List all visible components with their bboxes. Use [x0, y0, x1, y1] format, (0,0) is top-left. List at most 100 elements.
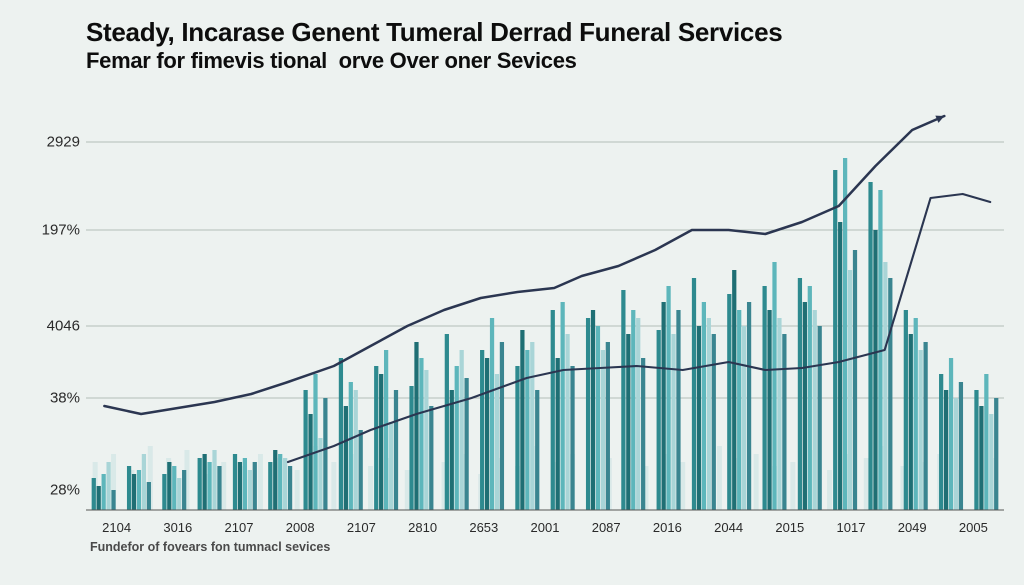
bar — [984, 374, 988, 510]
bar — [278, 454, 282, 510]
bar — [288, 466, 292, 510]
bar — [747, 302, 751, 510]
bar — [762, 286, 766, 510]
y-tick-label: 2929 — [20, 134, 80, 151]
bar — [318, 438, 322, 510]
bar — [737, 310, 741, 510]
bar — [676, 310, 680, 510]
bar — [556, 358, 560, 510]
bar — [177, 478, 181, 510]
x-tick-label: 1017 — [837, 520, 866, 535]
bar — [692, 278, 696, 510]
bar — [500, 342, 504, 510]
bar — [535, 390, 539, 510]
bar — [303, 390, 307, 510]
bar — [838, 222, 842, 510]
underlay-bar — [680, 462, 685, 510]
bar — [389, 422, 393, 510]
bar — [777, 318, 781, 510]
bar — [424, 370, 428, 510]
underlay-bar — [754, 454, 759, 510]
bar — [570, 366, 574, 510]
bar — [132, 474, 136, 510]
bar — [727, 294, 731, 510]
bar — [944, 390, 948, 510]
y-tick-label: 38% — [20, 390, 80, 407]
bar — [429, 406, 433, 510]
bar — [888, 278, 892, 510]
bar — [626, 334, 630, 510]
x-tick-label: 2087 — [592, 520, 621, 535]
underlay-bar — [717, 446, 722, 510]
bar — [480, 350, 484, 510]
bar — [767, 310, 771, 510]
bar — [495, 374, 499, 510]
bar — [127, 466, 131, 510]
bar — [283, 458, 287, 510]
underlay-bar — [790, 462, 795, 510]
x-tick-label: 2810 — [408, 520, 437, 535]
bar — [702, 302, 706, 510]
bar — [813, 310, 817, 510]
bar — [445, 334, 449, 510]
bar — [853, 250, 857, 510]
underlay-bar — [295, 470, 300, 510]
x-tick-label: 2104 — [102, 520, 131, 535]
bar — [354, 390, 358, 510]
bar — [394, 390, 398, 510]
chart-title: Steady, Incarase Genent Tumeral Derrad F… — [86, 18, 984, 73]
bar — [203, 454, 207, 510]
y-tick-label: 4046 — [20, 318, 80, 335]
bar — [253, 462, 257, 510]
x-tick-label: 2008 — [286, 520, 315, 535]
bar — [994, 398, 998, 510]
bar — [561, 302, 565, 510]
bar — [782, 334, 786, 510]
bar — [106, 462, 110, 510]
bar — [843, 158, 847, 510]
bar — [586, 318, 590, 510]
bar — [308, 414, 312, 510]
chart-canvas — [0, 0, 1024, 585]
bar — [904, 310, 908, 510]
bar — [384, 350, 388, 510]
bar — [883, 262, 887, 510]
bar — [671, 334, 675, 510]
bar — [868, 182, 872, 510]
bar — [198, 458, 202, 510]
bar — [742, 326, 746, 510]
bar — [349, 382, 353, 510]
bar — [374, 366, 378, 510]
bar — [551, 310, 555, 510]
x-tick-label: 3016 — [163, 520, 192, 535]
underlay-bar — [864, 458, 869, 510]
bar — [515, 366, 519, 510]
bar — [233, 454, 237, 510]
bar — [92, 478, 96, 510]
bar — [217, 466, 221, 510]
bar — [873, 230, 877, 510]
bar — [979, 406, 983, 510]
bar — [450, 390, 454, 510]
bar — [631, 310, 635, 510]
x-tick-label: 2653 — [469, 520, 498, 535]
x-tick-label: 2049 — [898, 520, 927, 535]
bar — [172, 466, 176, 510]
bar — [565, 334, 569, 510]
bar — [662, 302, 666, 510]
bar — [273, 450, 277, 510]
bar — [772, 262, 776, 510]
bar — [419, 358, 423, 510]
bar — [732, 270, 736, 510]
bar — [167, 462, 171, 510]
page: Steady, Incarase Genent Tumeral Derrad F… — [0, 0, 1024, 585]
bar — [601, 350, 605, 510]
bar — [833, 170, 837, 510]
bar — [657, 330, 661, 510]
bar — [520, 330, 524, 510]
bar — [949, 358, 953, 510]
bar — [641, 358, 645, 510]
bar — [939, 374, 943, 510]
bar — [339, 358, 343, 510]
bar — [485, 358, 489, 510]
